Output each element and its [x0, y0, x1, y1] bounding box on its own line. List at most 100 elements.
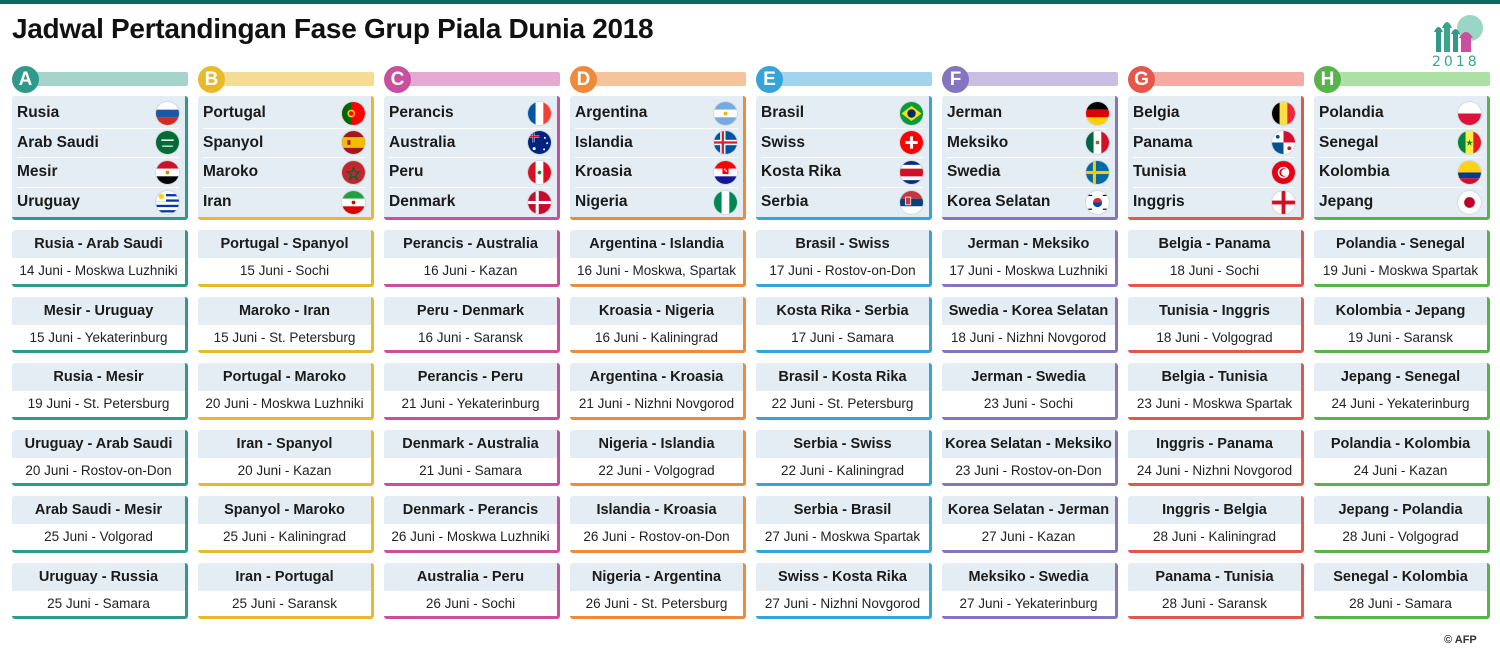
match-teams: Swiss - Kosta Rika [756, 562, 929, 591]
group-header: H [1314, 66, 1490, 94]
team-name: Senegal [1319, 133, 1379, 151]
match-teams: Uruguay - Russia [12, 562, 185, 591]
match-date-venue: 18 Juni - Sochi [1128, 258, 1301, 284]
match-date-venue: 24 Juni - Yekaterinburg [1314, 391, 1487, 417]
group-letter-badge: C [384, 66, 411, 93]
argentina-flag-icon [714, 101, 737, 125]
match-card: Brasil - Kosta Rika 22 Juni - St. Petersb… [756, 363, 932, 420]
match-teams: Korea Selatan - Jerman [942, 496, 1115, 524]
match-date-venue: 26 Juni - St. Petersburg [570, 590, 743, 616]
saudi-arabia-flag-icon [156, 131, 179, 155]
match-teams: Argentina - Islandia [570, 230, 743, 258]
group-header-bar [206, 72, 374, 86]
match-card: Polandia - Kolombia 24 Juni - Kazan [1314, 429, 1490, 486]
match-date-venue: 19 Juni - Moskwa Spartak [1314, 258, 1487, 284]
match-teams: Jerman - Meksiko [942, 230, 1115, 258]
team-row: Kroasia [575, 158, 737, 188]
team-name: Brasil [761, 104, 805, 122]
match-date-venue: 21 Juni - Yekaterinburg [384, 391, 557, 417]
panama-flag-icon [1272, 131, 1295, 155]
match-card: Jerman - Meksiko 17 Juni - Moskwa Luzhnik… [942, 230, 1118, 287]
costa-rica-flag-icon [900, 160, 923, 184]
match-teams: Perancis - Australia [384, 230, 557, 258]
match-date-venue: 24 Juni - Nizhni Novgorod [1128, 457, 1301, 483]
group-matches: Belgia - Panama 18 Juni - Sochi Tunisia - … [1128, 230, 1304, 619]
match-date-venue: 18 Juni - Volgograd [1128, 324, 1301, 350]
uruguay-flag-icon [156, 190, 179, 214]
match-teams: Belgia - Panama [1128, 230, 1301, 258]
match-card: Kosta Rika - Serbia 17 Juni - Samara [756, 296, 932, 353]
team-row: Australia [389, 129, 551, 158]
team-row: Peru [389, 158, 551, 188]
match-card: Belgia - Panama 18 Juni - Sochi [1128, 230, 1304, 287]
match-date-venue: 25 Juni - Volgorad [12, 524, 185, 550]
nigeria-flag-icon [714, 190, 737, 214]
team-row: Jepang [1319, 188, 1481, 218]
group-header: D [570, 66, 746, 94]
france-flag-icon [528, 101, 551, 125]
senegal-flag-icon [1458, 131, 1481, 155]
team-name: Uruguay [17, 193, 80, 211]
match-card: Kolombia - Jepang 19 Juni - Saransk [1314, 296, 1490, 353]
match-date-venue: 27 Juni - Kazan [942, 524, 1115, 550]
team-row: Korea Selatan [947, 188, 1109, 218]
match-date-venue: 28 Juni - Saransk [1128, 590, 1301, 616]
belgium-flag-icon [1272, 101, 1295, 125]
team-row: Inggris [1133, 188, 1295, 218]
match-teams: Argentina - Kroasia [570, 363, 743, 391]
group-header: B [198, 66, 374, 94]
team-row: Serbia [761, 188, 923, 218]
group-matches: Argentina - Islandia 16 Juni - Moskwa, Sp… [570, 230, 746, 619]
group-teams-box: Portugal Spanyol Maroko Iran [198, 96, 374, 220]
match-teams: Brasil - Swiss [756, 230, 929, 258]
match-teams: Iran - Portugal [198, 562, 371, 591]
match-teams: Brasil - Kosta Rika [756, 363, 929, 391]
serbia-flag-icon [900, 190, 923, 214]
team-row: Maroko [203, 158, 365, 188]
mexico-flag-icon [1086, 131, 1109, 155]
group-matches: Polandia - Senegal 19 Juni - Moskwa Spart… [1314, 230, 1490, 619]
match-teams: Spanyol - Maroko [198, 496, 371, 524]
australia-flag-icon [528, 131, 551, 155]
match-card: Portugal - Maroko 20 Juni - Moskwa Luzhni… [198, 363, 374, 420]
team-name: Kroasia [575, 163, 632, 181]
group-header-bar [764, 72, 932, 86]
match-date-venue: 23 Juni - Sochi [942, 391, 1115, 417]
match-card: Korea Selatan - Jerman 27 Juni - Kazan [942, 496, 1118, 553]
match-date-venue: 23 Juni - Moskwa Spartak [1128, 391, 1301, 417]
match-card: Denmark - Perancis 26 Juni - Moskwa Luzhn… [384, 496, 560, 553]
match-teams: Mesir - Uruguay [12, 296, 185, 325]
peru-flag-icon [528, 160, 551, 184]
match-card: Tunisia - Inggris 18 Juni - Volgograd [1128, 296, 1304, 353]
match-card: Jepang - Polandia 28 Juni - Volgograd [1314, 496, 1490, 553]
sweden-flag-icon [1086, 160, 1109, 184]
team-row: Spanyol [203, 129, 365, 158]
team-row: Kosta Rika [761, 158, 923, 188]
group-e-column: E Brasil Swiss Kosta Rika Serbia Brasil - Swi… [756, 66, 932, 619]
germany-flag-icon [1086, 101, 1109, 125]
group-letter-badge: A [12, 66, 39, 93]
match-teams: Meksiko - Swedia [942, 562, 1115, 591]
group-header-bar [1322, 72, 1490, 86]
match-date-venue: 16 Juni - Moskwa, Spartak [570, 258, 743, 284]
team-name: Argentina [575, 104, 648, 122]
team-name: Swedia [947, 163, 1001, 181]
group-header: C [384, 66, 560, 94]
top-accent-line [0, 0, 1500, 4]
match-card: Swedia - Korea Selatan 18 Juni - Nizhni N… [942, 296, 1118, 353]
team-name: Mesir [17, 163, 58, 181]
match-card: Spanyol - Maroko 25 Juni - Kaliningrad [198, 496, 374, 553]
match-date-venue: 28 Juni - Volgograd [1314, 524, 1487, 550]
team-name: Nigeria [575, 193, 628, 211]
match-teams: Rusia - Arab Saudi [12, 230, 185, 258]
group-header-bar [950, 72, 1118, 86]
match-card: Maroko - Iran 15 Juni - St. Petersburg [198, 296, 374, 353]
match-teams: Portugal - Maroko [198, 363, 371, 391]
match-card: Panama - Tunisia 28 Juni - Saransk [1128, 562, 1304, 619]
match-card: Jerman - Swedia 23 Juni - Sochi [942, 363, 1118, 420]
match-card: Rusia - Mesir 19 Juni - St. Petersburg [12, 363, 188, 420]
team-name: Spanyol [203, 133, 264, 151]
match-teams: Peru - Denmark [384, 296, 557, 325]
match-card: Polandia - Senegal 19 Juni - Moskwa Spart… [1314, 230, 1490, 287]
team-row: Portugal [203, 99, 365, 129]
